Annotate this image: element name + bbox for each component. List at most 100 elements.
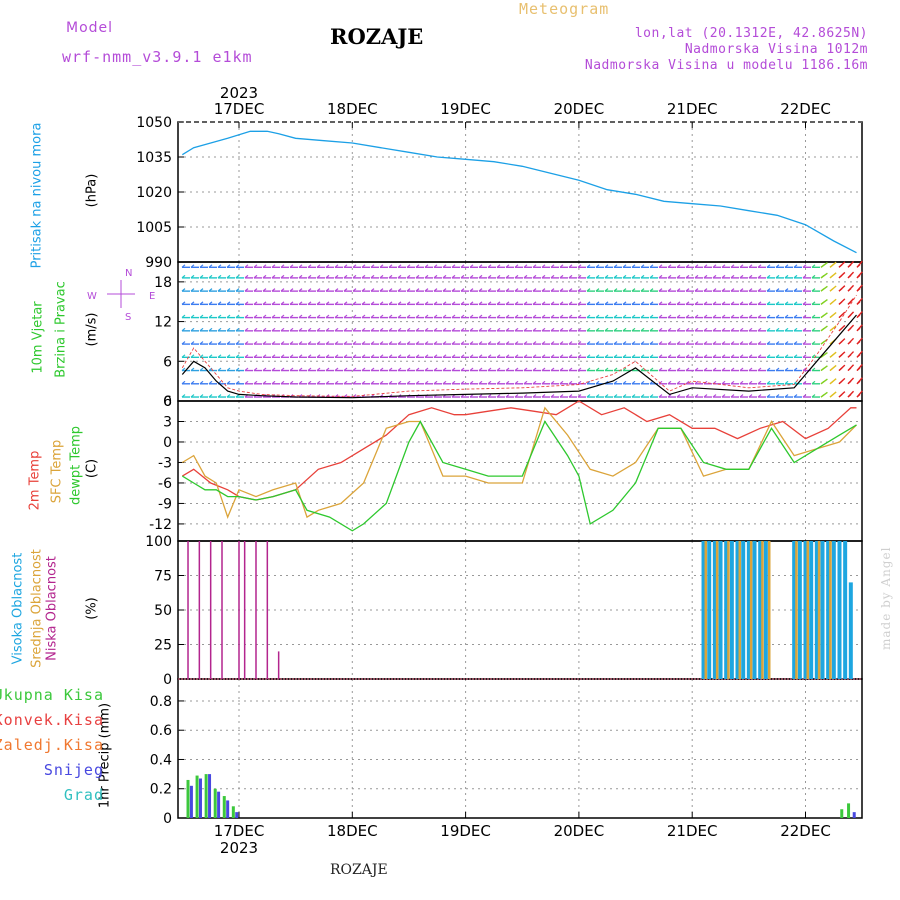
wind-arrowhead: [253, 288, 258, 292]
mid-cloud-bar: [795, 541, 798, 679]
wind-arrowhead: [676, 274, 681, 279]
wind-arrowhead: [424, 394, 429, 398]
wind-arrowhead: [667, 341, 672, 345]
wind-arrowhead: [775, 380, 780, 385]
wind-arrowhead: [694, 341, 699, 345]
wind-arrowhead: [748, 327, 753, 332]
wind-arrowhead: [685, 314, 690, 319]
wind-arrowhead: [190, 314, 195, 319]
wind-arrowhead: [595, 367, 600, 372]
mid-cloud-bar: [817, 541, 821, 679]
wind-arrowhead: [208, 301, 213, 305]
wind-arrowhead: [388, 288, 393, 292]
wind-arrowhead: [253, 380, 258, 385]
wind-arrowhead: [712, 380, 717, 385]
wind-arrowhead: [667, 301, 672, 305]
snow-bar: [208, 774, 212, 818]
wind-arrowhead: [352, 274, 357, 279]
wind-arrowhead: [280, 301, 285, 305]
wind-arrowhead: [523, 354, 528, 358]
wind-arrowhead: [496, 314, 501, 319]
wind-arrow: [829, 261, 837, 268]
wind-arrowhead: [586, 380, 591, 385]
wind-arrowhead: [856, 341, 861, 345]
wind-arrowhead: [532, 264, 537, 268]
wind-arrowhead: [775, 327, 780, 332]
wind-arrow: [856, 337, 863, 345]
wind-arrowhead: [622, 394, 627, 398]
wind-arrowhead: [298, 380, 303, 385]
watermark: made by Angel: [879, 546, 893, 650]
wind-arrowhead: [271, 264, 276, 268]
y-tick-label: 0.6: [150, 723, 172, 739]
wind-arrowhead: [325, 288, 330, 292]
wind-arrowhead: [541, 274, 546, 279]
wind-arrowhead: [478, 314, 483, 319]
wind-arrowhead: [316, 274, 321, 279]
elevation-label: Nadmorska Visina 1012m: [684, 42, 868, 57]
wind-arrowhead: [586, 274, 591, 279]
wind-arrowhead: [388, 380, 393, 385]
wind-arrowhead: [658, 264, 663, 268]
wind-arrowhead: [784, 327, 789, 332]
wind-arrowhead: [271, 394, 276, 398]
wind-arrowhead: [226, 394, 231, 398]
wind-arrowhead: [280, 314, 285, 319]
wind-arrowhead: [703, 394, 708, 398]
wind-arrowhead: [199, 380, 204, 385]
wind-arrowhead: [712, 354, 717, 358]
wind-arrowhead: [379, 288, 384, 292]
wind-arrowhead: [748, 354, 753, 358]
wind-arrowhead: [613, 394, 618, 398]
wind-arrowhead: [181, 354, 186, 358]
wind-arrowhead: [442, 314, 447, 319]
wind-arrowhead: [262, 380, 267, 385]
wind-arrowhead: [343, 341, 348, 345]
wind-arrowhead: [802, 314, 807, 319]
wind-arrowhead: [649, 264, 654, 268]
top-date-label: 21DEC: [667, 100, 718, 118]
pressure-line: [181, 130, 857, 254]
wind-arrowhead: [757, 367, 762, 372]
wind-arrowhead: [685, 274, 690, 279]
wind-arrowhead: [748, 314, 753, 319]
wind-arrowhead: [622, 354, 627, 358]
wind-arrowhead: [406, 394, 411, 398]
wind-arrowhead: [838, 274, 843, 279]
wind-arrow: [856, 377, 863, 385]
wind-arrowhead: [568, 314, 573, 319]
footer-station: ROZAJE: [330, 862, 388, 878]
wind-arrowhead: [784, 380, 789, 385]
wind-arrowhead: [685, 264, 690, 268]
wind-arrowhead: [757, 314, 762, 319]
wind-arrowhead: [217, 288, 222, 292]
wind-arrowhead: [802, 288, 807, 292]
wind-arrowhead: [640, 327, 645, 332]
total-rain-bar: [847, 803, 851, 818]
wind-arrowhead: [604, 354, 609, 358]
wind-arrowhead: [829, 394, 834, 398]
wind-arrowhead: [595, 314, 600, 319]
wind-arrowhead: [244, 301, 249, 305]
wind-arrowhead: [676, 367, 681, 372]
wind-arrowhead: [361, 341, 366, 345]
wind-arrowhead: [181, 367, 186, 372]
wind-arrow: [829, 311, 837, 319]
wind-arrowhead: [280, 327, 285, 332]
wind-arrowhead: [532, 367, 537, 372]
wind-arrowhead: [532, 314, 537, 319]
wind-arrowhead: [694, 327, 699, 332]
wind-arrowhead: [226, 341, 231, 345]
wind-arrowhead: [316, 314, 321, 319]
mid-cloud-bar: [749, 541, 753, 679]
wind-arrowhead: [325, 301, 330, 305]
mid-cloud-bar: [704, 541, 708, 679]
low-cloud-bar: [198, 541, 201, 679]
wind-arrowhead: [379, 314, 384, 319]
wind-arrowhead: [532, 341, 537, 345]
wind-arrowhead: [244, 380, 249, 385]
wind-arrowhead: [253, 314, 258, 319]
wind-arrowhead: [271, 380, 276, 385]
wind-arrowhead: [379, 327, 384, 332]
wind-arrowhead: [658, 288, 663, 292]
